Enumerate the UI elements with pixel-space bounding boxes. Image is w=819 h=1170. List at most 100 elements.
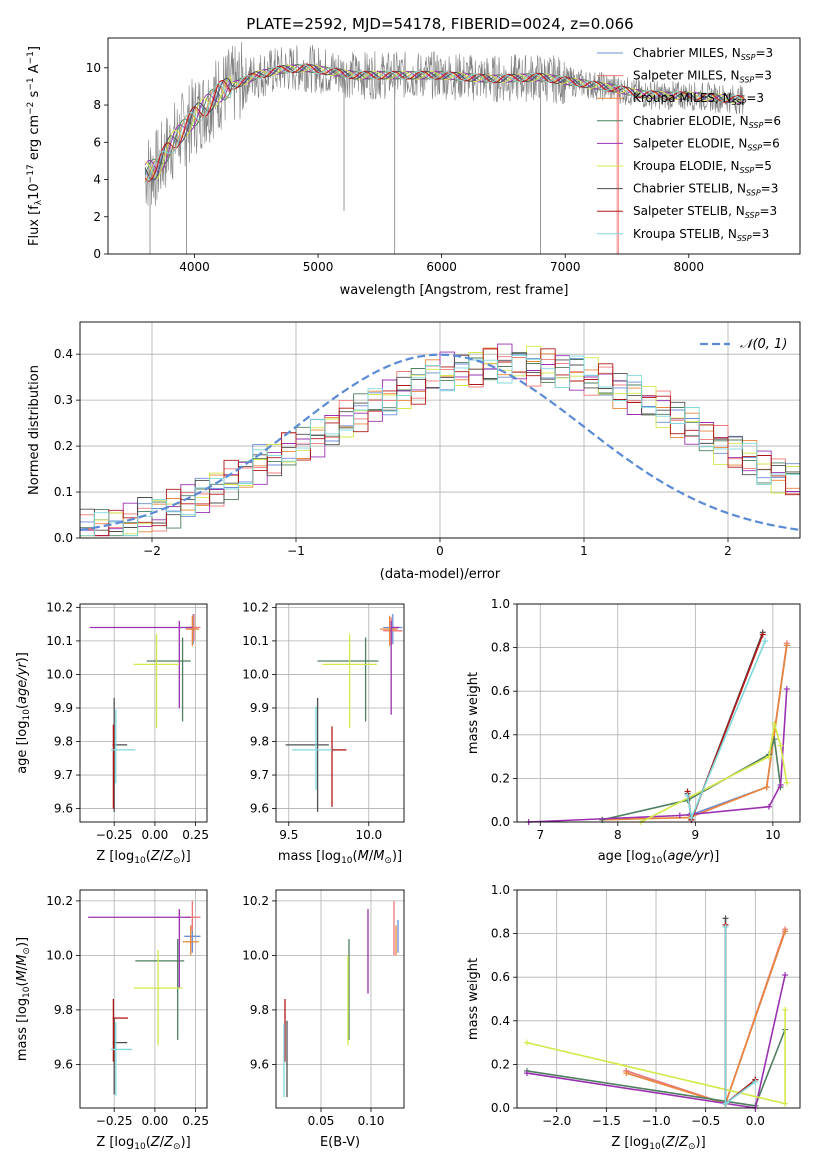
plus-marker	[722, 924, 729, 931]
errorbar-point	[322, 634, 377, 729]
y-tick-label: 9.7	[250, 768, 269, 782]
histogram-step	[80, 354, 800, 537]
legend-entry: Kroupa STELIB, NSSP=3	[633, 227, 769, 243]
chart-residuals: −2 −1 0 1 2 0.0 0.1 0.2 0.3 0.4 𝒩(0, 1) (data-model…	[27, 321, 801, 582]
errorbar-point	[133, 634, 180, 729]
x-tick-label: 10	[765, 828, 780, 842]
normal-curve	[79, 353, 801, 531]
x-tick-label: 0.25	[182, 1114, 209, 1128]
figure-title: PLATE=2592, MJD=54178, FIBERID=0024, z=0…	[246, 15, 633, 33]
errorbar-point	[112, 724, 115, 809]
x-tick-label: 0.0	[746, 1114, 765, 1128]
x-tick-label: 8000	[674, 260, 705, 274]
chart-age-vs-mass: 9.5 10.0 9.6 9.7 9.8 9.9 10.0 10.1 10.2 mass [log…	[242, 600, 405, 866]
mass-weight-line	[724, 927, 756, 1106]
histogram-step	[80, 353, 800, 537]
x-axis-label: wavelength [Angstrom, rest frame]	[340, 283, 569, 298]
histogram-step	[80, 352, 800, 537]
x-tick-label: 5000	[303, 260, 334, 274]
y-tick-label: 0.4	[491, 728, 510, 742]
x-axis-label: Z [log10(Z/Z⊙)]	[96, 849, 190, 866]
data-spectrum-line	[144, 41, 745, 206]
legend-entry: Salpeter STELIB, NSSP=3	[633, 204, 777, 220]
y-tick-label: 1.0	[491, 597, 510, 611]
x-tick-label: −2	[143, 544, 161, 558]
y-tick-label: 9.6	[250, 1057, 269, 1071]
x-tick-label: −0.5	[691, 1114, 720, 1128]
plus-marker	[782, 928, 789, 935]
y-tick-label: 0	[93, 247, 101, 261]
x-tick-label: −1.5	[592, 1114, 621, 1128]
y-tick-label: 8	[93, 98, 101, 112]
plus-marker	[523, 1039, 530, 1046]
chart-massweight-vs-age: 7 8 9 10 0.0 0.2 0.4 0.6 0.8 1.0 age [log10(age/yr…	[466, 597, 801, 866]
axes-frame	[107, 37, 801, 255]
x-tick-label: 0.00	[142, 828, 169, 842]
y-axis-label: mass [log10(M/M⊙)]	[15, 937, 32, 1061]
mass-weight-line	[724, 924, 756, 1106]
axes-frame	[79, 889, 208, 1109]
y-tick-label: 9.6	[250, 802, 269, 816]
y-tick-label: 0.2	[491, 771, 510, 785]
plus-marker	[752, 1078, 759, 1085]
x-axis-label: age [log10(age/yr)]	[598, 849, 720, 866]
y-tick-label: 9.7	[54, 768, 73, 782]
y-tick-label: 9.6	[54, 1057, 73, 1071]
histogram-step	[80, 345, 800, 537]
y-tick-label: 0.8	[491, 927, 510, 941]
y-axis-label: Normed distribution	[27, 365, 42, 495]
x-tick-label: 9	[692, 828, 700, 842]
histogram-step	[80, 347, 800, 537]
plus-marker	[782, 972, 789, 979]
x-tick-label: 0.00	[142, 1114, 169, 1128]
model-spectrum-line	[144, 63, 745, 183]
plus-marker	[684, 792, 691, 799]
y-tick-label: 0.2	[491, 1057, 510, 1071]
legend-entry: Salpeter ELODIE, NSSP=6	[633, 136, 780, 152]
mass-weight-line	[528, 688, 788, 823]
axes-frame	[516, 889, 801, 1109]
errorbar-point	[135, 939, 185, 1040]
axes-frame	[275, 889, 405, 1109]
y-tick-label: 0.2	[54, 439, 73, 453]
model-spectrum-line	[144, 63, 745, 182]
y-tick-label: 10.2	[242, 894, 269, 908]
chart-mass-vs-Z: −0.25 0.00 0.25 9.6 9.8 10.0 10.2 Z [log10(Z/Z⊙…	[15, 889, 209, 1152]
legend-entry: Kroupa ELODIE, NSSP=5	[633, 159, 772, 175]
axes-frame	[516, 603, 801, 823]
x-tick-label: 1	[580, 544, 588, 558]
plus-marker	[722, 1100, 729, 1107]
plus-marker	[783, 779, 790, 786]
legend-entry: Salpeter MILES, NSSP=3	[633, 69, 772, 85]
plus-marker	[523, 1070, 530, 1077]
y-tick-label: 10.2	[46, 600, 73, 614]
y-tick-label: 9.8	[250, 1003, 269, 1017]
errorbar-point	[185, 900, 201, 931]
model-spectrum-line	[144, 64, 745, 181]
errorbar-point	[285, 697, 329, 812]
x-tick-label: −0.25	[96, 828, 133, 842]
y-axis-label: Flux [fλ10−17 erg cm−2 s−1 A−1]	[26, 46, 44, 246]
legend-entry: Kroupa MILES, NSSP=3	[633, 91, 764, 107]
legend-entry: Chabrier STELIB, NSSP=3	[633, 182, 778, 198]
plus-marker	[771, 720, 778, 727]
y-tick-label: 9.8	[54, 1003, 73, 1017]
y-tick-label: 10.0	[242, 948, 269, 962]
x-tick-label: 4000	[179, 260, 210, 274]
plus-marker	[763, 784, 770, 791]
histogram-step	[80, 348, 800, 537]
errorbar-point	[110, 709, 136, 784]
x-tick-label: −2.0	[542, 1114, 571, 1128]
y-tick-label: 10.1	[242, 634, 269, 648]
chart-spectrum: 4000 5000 6000 7000 8000 0 2 4 6 8 10 wavelength [A…	[26, 37, 801, 298]
y-axis-label: age [log10(age/yr)]	[15, 652, 32, 774]
x-tick-label: 0.05	[308, 1114, 335, 1128]
y-tick-label: 10.0	[46, 948, 73, 962]
plus-marker	[783, 686, 790, 693]
errorbar-point	[185, 615, 199, 646]
errorbar-point	[182, 925, 199, 956]
plus-marker	[688, 814, 695, 821]
y-tick-label: 9.8	[250, 735, 269, 749]
y-tick-label: 10.2	[242, 600, 269, 614]
